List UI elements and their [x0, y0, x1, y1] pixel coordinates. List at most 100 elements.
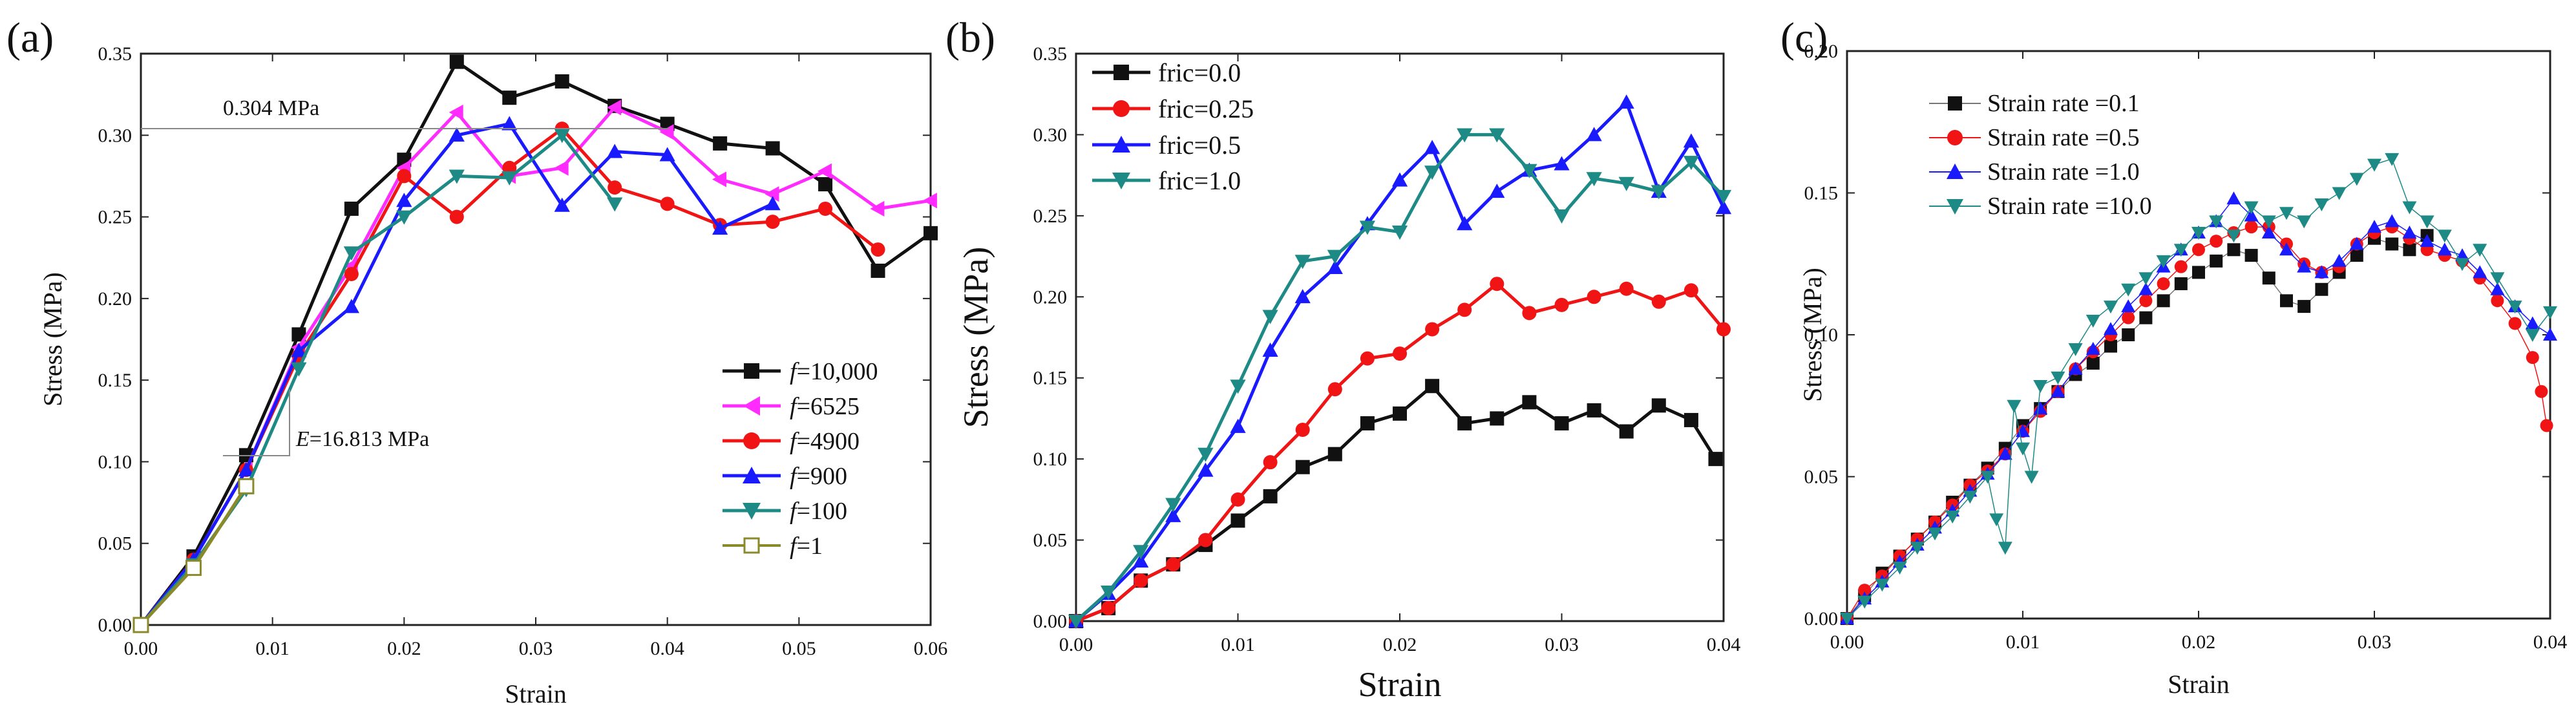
data-point-fric-0-5	[1262, 342, 1278, 357]
data-point-fric-1-0	[1165, 498, 1181, 513]
data-point-f-900	[449, 127, 465, 142]
data-point-fric-0-5	[1586, 127, 1602, 142]
legend-label-f-6525: f=6525	[790, 393, 860, 420]
panel-b-legend: fric=0.0 fric=0.25 fric=0.5 fric=1.0	[1092, 58, 1254, 195]
data-point-fric-0-25	[1327, 382, 1342, 397]
series-strain-rate-10-0	[1840, 153, 2557, 626]
data-point-strain-rate-10-0	[1963, 491, 1978, 504]
data-point-fric-0-25	[1198, 533, 1213, 547]
data-point-strain-rate-0-1	[2227, 243, 2241, 257]
data-point-fric-0-5	[1457, 216, 1473, 231]
b-xtick-label: 0.02	[1383, 634, 1417, 655]
data-point-f-4900	[871, 242, 885, 257]
data-point-fric-0-0	[1522, 395, 1537, 410]
data-point-strain-rate-0-1	[2210, 254, 2223, 268]
data-point-fric-1-0	[1715, 189, 1732, 204]
data-point-fric-1-0	[1262, 310, 1278, 324]
data-point-f-100	[501, 171, 518, 186]
panel-c-series	[1840, 153, 2557, 626]
data-point-f-6525	[659, 124, 674, 140]
data-point-strain-rate-0-1	[2122, 328, 2135, 341]
data-point-fric-1-0	[1359, 220, 1375, 235]
data-point-fric-0-0	[1587, 403, 1601, 418]
data-point-f-900	[554, 197, 570, 212]
panel-c-x-axis: 0.00 0.01 0.02 0.03 0.04	[1830, 51, 2567, 653]
legend-entry-strain-rate-100: Strain rate =10.0	[1929, 193, 2152, 220]
data-point-f-900	[712, 220, 728, 235]
data-point-strain-rate-0-1	[2315, 282, 2328, 296]
legend-label-strain-rate-100: Strain rate =10.0	[1987, 193, 2152, 220]
legend-marker	[1112, 173, 1130, 189]
series-line-strain-rate-0-1	[1846, 235, 2428, 619]
a-xtick-label: 0.03	[519, 638, 553, 659]
legend-label-f-4900: f=4900	[790, 428, 860, 455]
legend-entry-strain-rate-10: Strain rate =1.0	[1929, 158, 2140, 185]
data-point-strain-rate-10-0	[1875, 578, 1890, 592]
c-xtick-label: 0.03	[2358, 631, 2392, 653]
data-point-f-10-000	[291, 327, 306, 342]
data-point-fric-0-5	[1618, 94, 1634, 109]
data-point-strain-rate-1-0	[2437, 242, 2452, 256]
legend-marker	[743, 537, 760, 554]
data-point-strain-rate-10-0	[2051, 371, 2065, 385]
b-ytick-label: 0.25	[1033, 206, 1068, 227]
legend-marker	[743, 503, 761, 520]
data-point-strain-rate-10-0	[2402, 201, 2417, 215]
data-point-fric-0-0	[1457, 416, 1472, 430]
a-ytick-label: 0.15	[98, 370, 132, 391]
data-point-strain-rate-10-0	[2121, 283, 2136, 297]
data-point-f-4900	[449, 209, 464, 224]
data-point-strain-rate-1-0	[2085, 341, 2100, 355]
series-f-1	[132, 478, 255, 633]
data-point-strain-rate-10-0	[2007, 399, 2022, 413]
series-f-900	[132, 116, 781, 631]
data-point-strain-rate-10-0	[2349, 173, 2364, 186]
data-point-strain-rate-0-5	[2122, 311, 2135, 324]
data-point-fric-1-0	[1651, 185, 1667, 200]
data-point-fric-0-25	[1166, 557, 1181, 572]
data-point-fric-0-0	[1327, 447, 1342, 461]
panel-c-y-axis: 0.00 0.05 0.10 0.15 0.20	[1804, 41, 2550, 630]
panel-c-y-axis-title: Stress (MPa)	[1798, 268, 1827, 402]
data-point-fric-1-0	[1230, 379, 1246, 394]
data-point-fric-1-0	[1198, 447, 1214, 462]
legend-label-strain-rate-05: Strain rate =0.5	[1987, 124, 2140, 151]
data-point-fric-0-25	[1230, 492, 1245, 507]
data-point-f-10-000	[502, 90, 517, 105]
panel-b-y-axis: 0.00 0.05 0.10 0.15 0.20 0.25 0.30 0.35	[1033, 43, 1724, 632]
panel-c: (c) 0.000.050.100.150.20 0.00 0.01 0.02 0.0…	[1780, 14, 2567, 699]
data-point-f-900	[659, 147, 675, 162]
data-point-strain-rate-0-1	[2280, 294, 2293, 308]
legend-marker	[1947, 130, 1963, 145]
c-ytick-label: 0.15	[1804, 183, 1839, 204]
panel-a-x-axis: 0.00 0.01 0.02 0.03 0.04 0.05 0.06	[124, 54, 947, 659]
data-point-strain-rate-10-0	[1910, 542, 1925, 555]
data-point-strain-rate-0-1	[2174, 277, 2188, 290]
data-point-strain-rate-10-0	[1989, 513, 2004, 527]
data-point-fric-1-0	[1489, 128, 1505, 143]
data-point-strain-rate-0-5	[2157, 277, 2170, 290]
a-xtick-label: 0.04	[650, 638, 684, 659]
b-ytick-label: 0.10	[1033, 449, 1068, 470]
legend-label-f-1: f=1	[790, 533, 823, 560]
data-point-strain-rate-1-0	[2068, 361, 2083, 375]
panel-a: (a) 0.00 0.05 0.10 0.15 0.20 0.25 0.30 0.35 0.0…	[6, 14, 947, 708]
panel-b: (b) 0.00 0.05 0.10 0.15 0.20 0.25 0.30 0.35 0.0…	[945, 14, 1740, 704]
data-point-f-6525	[765, 186, 779, 202]
data-point-strain-rate-0-1	[2086, 356, 2100, 370]
c-xtick-label: 0.02	[2182, 631, 2216, 653]
data-point-f-10-000	[924, 226, 938, 240]
modulus-rest: =16.813 MPa	[310, 427, 429, 451]
data-point-strain-rate-1-0	[2279, 242, 2294, 256]
data-point-strain-rate-10-0	[1980, 471, 1995, 484]
data-point-fric-1-0	[1133, 545, 1149, 560]
data-point-fric-1-0	[1391, 226, 1408, 240]
data-point-strain-rate-10-0	[2156, 255, 2171, 268]
panel-c-legend: Strain rate =0.1 Strain rate =0.5 Strain…	[1929, 90, 2152, 220]
legend-label-fric-05: fric=0.5	[1158, 131, 1241, 160]
data-point-f-10-000	[449, 54, 464, 69]
data-point-strain-rate-10-0	[2314, 198, 2329, 212]
panel-b-y-axis-title: Stress (MPa)	[956, 247, 995, 429]
b-ytick-label: 0.30	[1033, 124, 1068, 145]
legend-label-f-100: f=100	[790, 498, 847, 525]
